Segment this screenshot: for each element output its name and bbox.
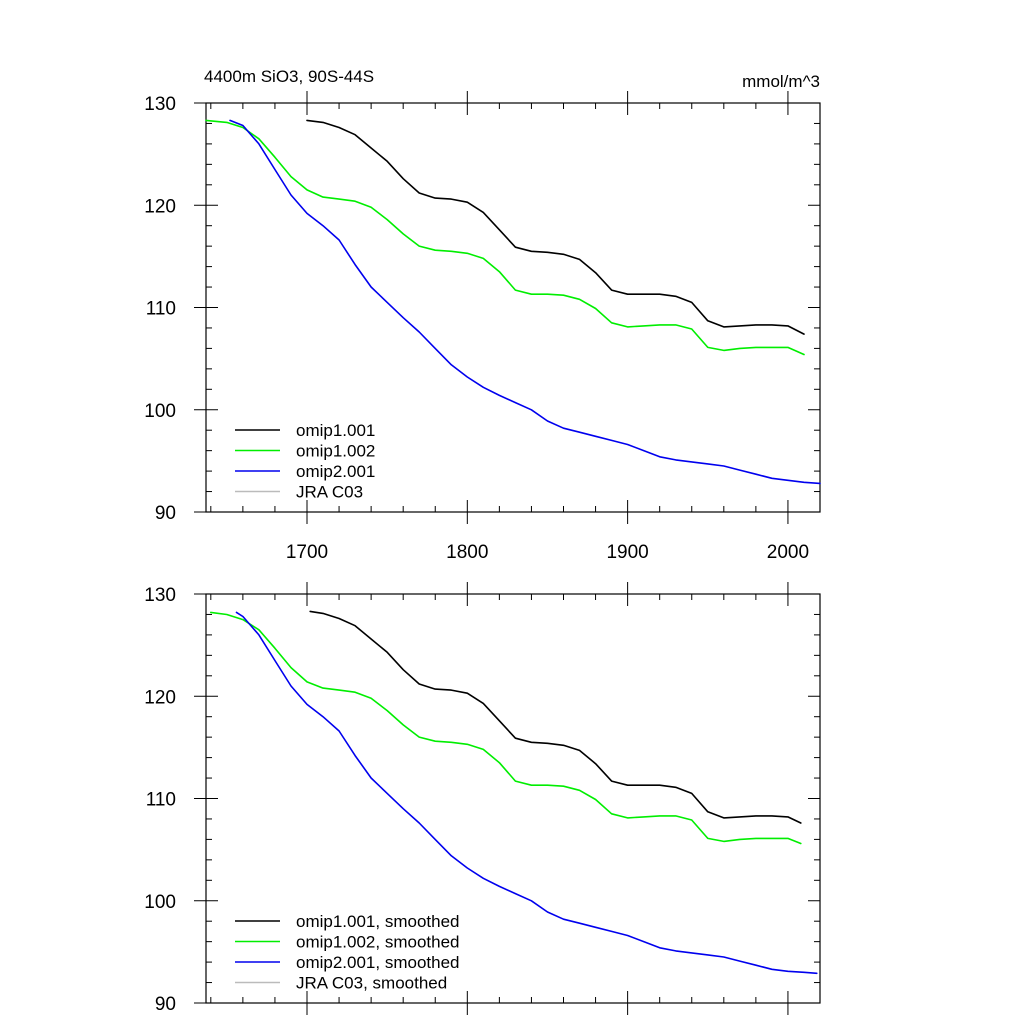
series-line: [306, 119, 805, 335]
legend-label: JRA C03, smoothed: [296, 974, 447, 993]
series-line: [210, 611, 802, 845]
units-label: mmol/m^3: [742, 72, 820, 91]
legend-label: JRA C03: [296, 483, 363, 502]
y-tick-label: 90: [155, 503, 176, 524]
y-tick-label: 100: [144, 892, 176, 913]
y-tick-label: 120: [144, 196, 176, 217]
y-tick-label: 110: [146, 790, 176, 811]
x-tick-label: 2000: [767, 542, 809, 563]
x-tick-label: 1800: [446, 542, 488, 563]
panel-top: 90 100 110 120 130 1700 1800 1900 2000 omip1.001 o…: [144, 91, 821, 563]
series-line: [205, 119, 805, 356]
y-tick-label: 110: [146, 299, 176, 320]
y-tick-label: 90: [155, 994, 176, 1015]
legend-label: omip1.001: [296, 421, 375, 440]
x-tick-label: 1700: [286, 542, 328, 563]
figure-title: 4400m SiO3, 90S-44S: [204, 67, 374, 86]
legend-label: omip2.001: [296, 462, 375, 481]
legend-label: omip1.002: [296, 442, 375, 461]
series-line: [229, 119, 821, 485]
y-tick-label: 100: [144, 401, 176, 422]
legend-label: omip1.001, smoothed: [296, 912, 460, 931]
y-tick-label: 130: [144, 94, 176, 115]
series-line: [235, 611, 818, 975]
panel-bottom: 90 100 110 120 130 omip1.001, smoothed omip1.0…: [144, 582, 821, 1015]
y-tick-label: 120: [144, 687, 176, 708]
legend-label: omip2.001, smoothed: [296, 953, 460, 972]
series-line: [309, 610, 802, 824]
x-tick-label: 1900: [606, 542, 648, 563]
y-tick-label: 130: [144, 585, 176, 606]
legend-label: omip1.002, smoothed: [296, 933, 460, 952]
